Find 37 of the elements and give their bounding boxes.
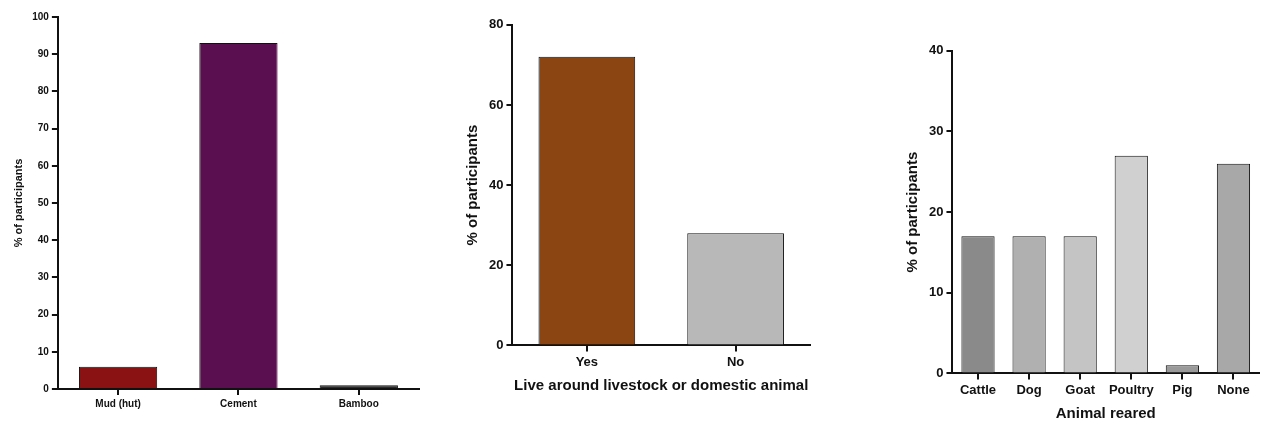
y-tick-label: 40: [37, 233, 50, 245]
x-tick-label: Yes: [575, 353, 599, 369]
y-tick-label: 20: [37, 308, 50, 320]
y-tick-label: 30: [37, 271, 50, 283]
y-tick-label: 0: [43, 382, 50, 394]
y-tick-label: 30: [928, 123, 944, 139]
x-tick-label: Dog: [1016, 381, 1042, 397]
y-tick-label: 0: [496, 336, 504, 352]
y-tick-label: 20: [488, 256, 504, 272]
x-axis-title: Live around livestock or domestic animal: [514, 376, 809, 394]
x-tick-label: Goat: [1065, 381, 1096, 397]
x-tick-label: Poultry: [1108, 381, 1155, 397]
y-tick-label: 80: [37, 85, 50, 97]
y-tick-label: 60: [37, 159, 50, 171]
x-axis-title: Animal reared: [1055, 404, 1156, 422]
y-tick-label: 40: [488, 176, 504, 192]
y-axis-title: % of participants: [903, 151, 921, 273]
x-tick-label: Mud (hut): [95, 397, 141, 409]
y-axis-title: % of participants: [463, 124, 481, 246]
y-tick-label: 20: [928, 203, 944, 219]
y-tick-label: 0: [936, 364, 944, 380]
y-tick-label: 10: [928, 284, 944, 300]
y-tick-label: 70: [37, 122, 50, 134]
y-tick-label: 90: [37, 47, 50, 59]
x-tick-label: Bamboo: [338, 397, 379, 409]
x-tick-label: Cement: [220, 397, 258, 409]
y-tick-label: 40: [928, 42, 944, 58]
x-tick-label: No: [726, 353, 745, 369]
x-tick-label: None: [1217, 381, 1250, 397]
y-tick-label: 60: [488, 96, 504, 112]
y-tick-label: 100: [32, 10, 50, 22]
y-tick-label: 50: [37, 196, 50, 208]
x-tick-label: Cattle: [959, 381, 997, 397]
x-tick-label: Pig: [1172, 381, 1193, 397]
y-tick-label: 80: [488, 16, 504, 32]
y-tick-label: 10: [37, 345, 50, 357]
y-axis-title: % of participants: [11, 158, 24, 248]
